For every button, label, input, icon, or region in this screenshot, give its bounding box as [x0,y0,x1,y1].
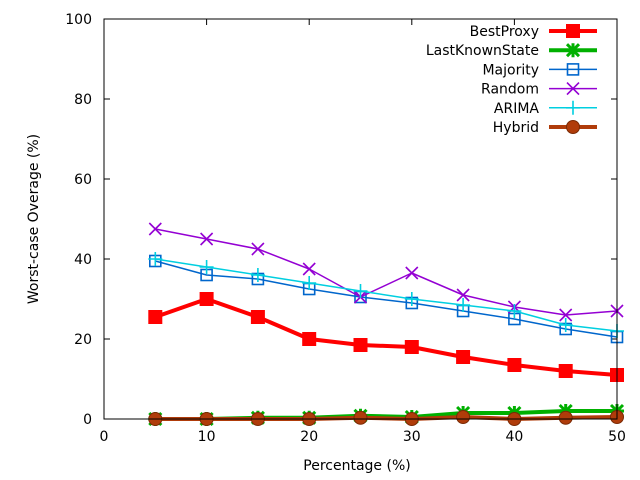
data-point-random [251,242,265,256]
data-point-random [456,288,470,302]
legend-label: Majority [482,62,539,78]
x-axis-label: Percentage (%) [303,458,410,474]
tick-labels: 0 10 20 30 40 50 0 20 40 60 80 100 [65,12,626,445]
plot-frame [103,18,618,420]
legend-marker [566,24,580,38]
y-tick-label: 60 [74,172,92,188]
data-point-arima [353,284,368,298]
legend-item-random: Random [481,82,597,98]
series-lastknownstate [148,403,625,427]
data-point-random [559,308,573,322]
y-tick-label: 0 [83,412,92,428]
series-arima [148,252,624,338]
data-point-bestproxy [404,340,419,354]
legend-item-arima: ARIMA [494,100,597,117]
series-line-majority [155,260,618,338]
data-point-hybrid [353,410,368,425]
x-tick-label: 40 [505,429,523,445]
legend-label: Random [481,82,539,98]
data-point-bestproxy [558,364,573,378]
x-tick-label: 10 [198,429,216,445]
x-tick-label: 50 [608,429,626,445]
series-line-arima [155,258,618,332]
data-point-arima [302,276,317,290]
data-point-bestproxy [302,332,317,346]
data-point-arima [250,268,265,282]
axis-ticks [103,18,618,420]
series-line-random [155,228,618,316]
y-tick-label: 40 [74,252,92,268]
data-point-random [148,222,162,236]
series-line-bestproxy [154,297,618,377]
series-layer [148,222,625,427]
legend-label: BestProxy [470,24,539,40]
data-point-arima [456,298,471,312]
legend-marker [566,100,580,115]
legend: BestProxy LastKnownState Majority Random ARI… [426,24,597,136]
data-point-bestproxy [250,310,265,324]
legend-marker [566,82,580,96]
legend-item-majority: Majority [482,62,597,78]
y-tick-label: 80 [74,92,92,108]
series-bestproxy [148,292,624,382]
legend-marker [566,120,580,134]
data-point-bestproxy [148,310,163,324]
legend-label: LastKnownState [426,43,539,59]
data-point-bestproxy [507,358,522,372]
legend-item-lastknownstate: LastKnownState [426,43,597,59]
data-point-bestproxy [456,350,471,364]
data-point-random [302,262,316,276]
data-point-arima [148,252,163,266]
legend-marker [566,63,580,76]
legend-label: Hybrid [493,120,539,136]
data-point-hybrid [456,410,471,424]
x-tick-label: 30 [403,429,421,445]
y-tick-label: 20 [74,332,92,348]
legend-item-hybrid: Hybrid [493,120,597,136]
data-point-arima [507,304,522,318]
x-tick-label: 20 [300,429,318,445]
series-random [148,222,624,322]
legend-marker [565,43,581,58]
legend-item-bestproxy: BestProxy [470,24,597,40]
legend-label: ARIMA [494,101,540,117]
data-point-random [405,266,419,280]
data-point-random [200,232,214,246]
data-point-arima [404,292,419,306]
data-point-bestproxy [353,338,368,352]
data-point-arima [199,260,214,274]
data-point-arima [558,318,573,332]
y-axis-label: Worst-case Overage (%) [26,134,42,304]
x-tick-label: 0 [100,429,109,445]
data-point-bestproxy [199,292,214,306]
data-point-hybrid [558,410,573,425]
y-tick-label: 100 [65,12,92,28]
